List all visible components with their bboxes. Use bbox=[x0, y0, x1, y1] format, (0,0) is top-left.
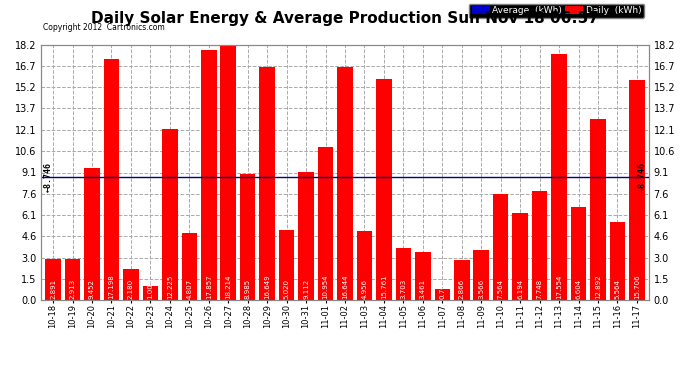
Text: 2.180: 2.180 bbox=[128, 279, 134, 299]
Bar bbox=[590, 119, 606, 300]
Text: Daily Solar Energy & Average Production Sun Nov 18 06:57: Daily Solar Energy & Average Production … bbox=[91, 11, 599, 26]
Text: →8.746: →8.746 bbox=[638, 162, 647, 192]
Bar bbox=[143, 286, 158, 300]
Bar bbox=[162, 129, 177, 300]
Text: 7.564: 7.564 bbox=[497, 279, 504, 299]
Text: 15.761: 15.761 bbox=[381, 274, 387, 299]
Bar bbox=[240, 174, 255, 300]
Text: 5.564: 5.564 bbox=[615, 279, 620, 299]
Text: 1.007: 1.007 bbox=[148, 279, 153, 299]
Bar bbox=[279, 230, 295, 300]
Text: 17.554: 17.554 bbox=[556, 274, 562, 299]
Text: 4.956: 4.956 bbox=[362, 279, 368, 299]
Bar bbox=[493, 194, 509, 300]
Bar bbox=[357, 231, 372, 300]
Bar bbox=[571, 207, 586, 300]
Bar bbox=[629, 80, 644, 300]
Text: 8.985: 8.985 bbox=[245, 279, 250, 299]
Text: 18.214: 18.214 bbox=[225, 274, 231, 299]
Bar bbox=[104, 59, 119, 300]
Text: 7.748: 7.748 bbox=[537, 279, 542, 299]
Text: 0.767: 0.767 bbox=[440, 279, 445, 299]
Bar bbox=[259, 67, 275, 300]
Text: 10.954: 10.954 bbox=[322, 274, 328, 299]
Text: 17.198: 17.198 bbox=[108, 274, 115, 299]
Text: 12.892: 12.892 bbox=[595, 274, 601, 299]
Text: Copyright 2012  Cartronics.com: Copyright 2012 Cartronics.com bbox=[43, 22, 165, 32]
Text: 2.891: 2.891 bbox=[50, 279, 56, 299]
Bar bbox=[513, 213, 528, 300]
Bar bbox=[181, 232, 197, 300]
Text: 9.112: 9.112 bbox=[303, 279, 309, 299]
Text: 17.857: 17.857 bbox=[206, 274, 212, 299]
Bar bbox=[298, 172, 314, 300]
Text: 15.706: 15.706 bbox=[634, 274, 640, 299]
Bar bbox=[65, 259, 80, 300]
Bar bbox=[376, 79, 392, 300]
Text: 6.604: 6.604 bbox=[575, 279, 582, 299]
Bar bbox=[454, 260, 470, 300]
Bar bbox=[220, 45, 236, 300]
Text: 2.913: 2.913 bbox=[70, 279, 75, 299]
Bar bbox=[46, 260, 61, 300]
Bar bbox=[610, 222, 625, 300]
Legend: Average  (kWh), Daily  (kWh): Average (kWh), Daily (kWh) bbox=[469, 4, 644, 18]
Text: 12.225: 12.225 bbox=[167, 274, 173, 299]
Bar bbox=[532, 192, 547, 300]
Text: 2.866: 2.866 bbox=[459, 279, 465, 299]
Bar bbox=[415, 252, 431, 300]
Text: 3.703: 3.703 bbox=[400, 279, 406, 299]
Text: 3.461: 3.461 bbox=[420, 279, 426, 299]
Bar bbox=[123, 270, 139, 300]
Text: 4.807: 4.807 bbox=[186, 279, 193, 299]
Text: 16.649: 16.649 bbox=[264, 274, 270, 299]
Text: ←8.746: ←8.746 bbox=[43, 162, 52, 192]
Bar bbox=[318, 147, 333, 300]
Bar bbox=[337, 67, 353, 300]
Text: 16.644: 16.644 bbox=[342, 274, 348, 299]
Bar bbox=[435, 289, 450, 300]
Text: 3.566: 3.566 bbox=[478, 279, 484, 299]
Text: 9.452: 9.452 bbox=[89, 279, 95, 299]
Bar bbox=[395, 248, 411, 300]
Text: 6.194: 6.194 bbox=[517, 279, 523, 299]
Bar bbox=[201, 50, 217, 300]
Bar bbox=[84, 168, 100, 300]
Text: 5.020: 5.020 bbox=[284, 279, 290, 299]
Bar bbox=[551, 54, 567, 300]
Bar bbox=[473, 250, 489, 300]
